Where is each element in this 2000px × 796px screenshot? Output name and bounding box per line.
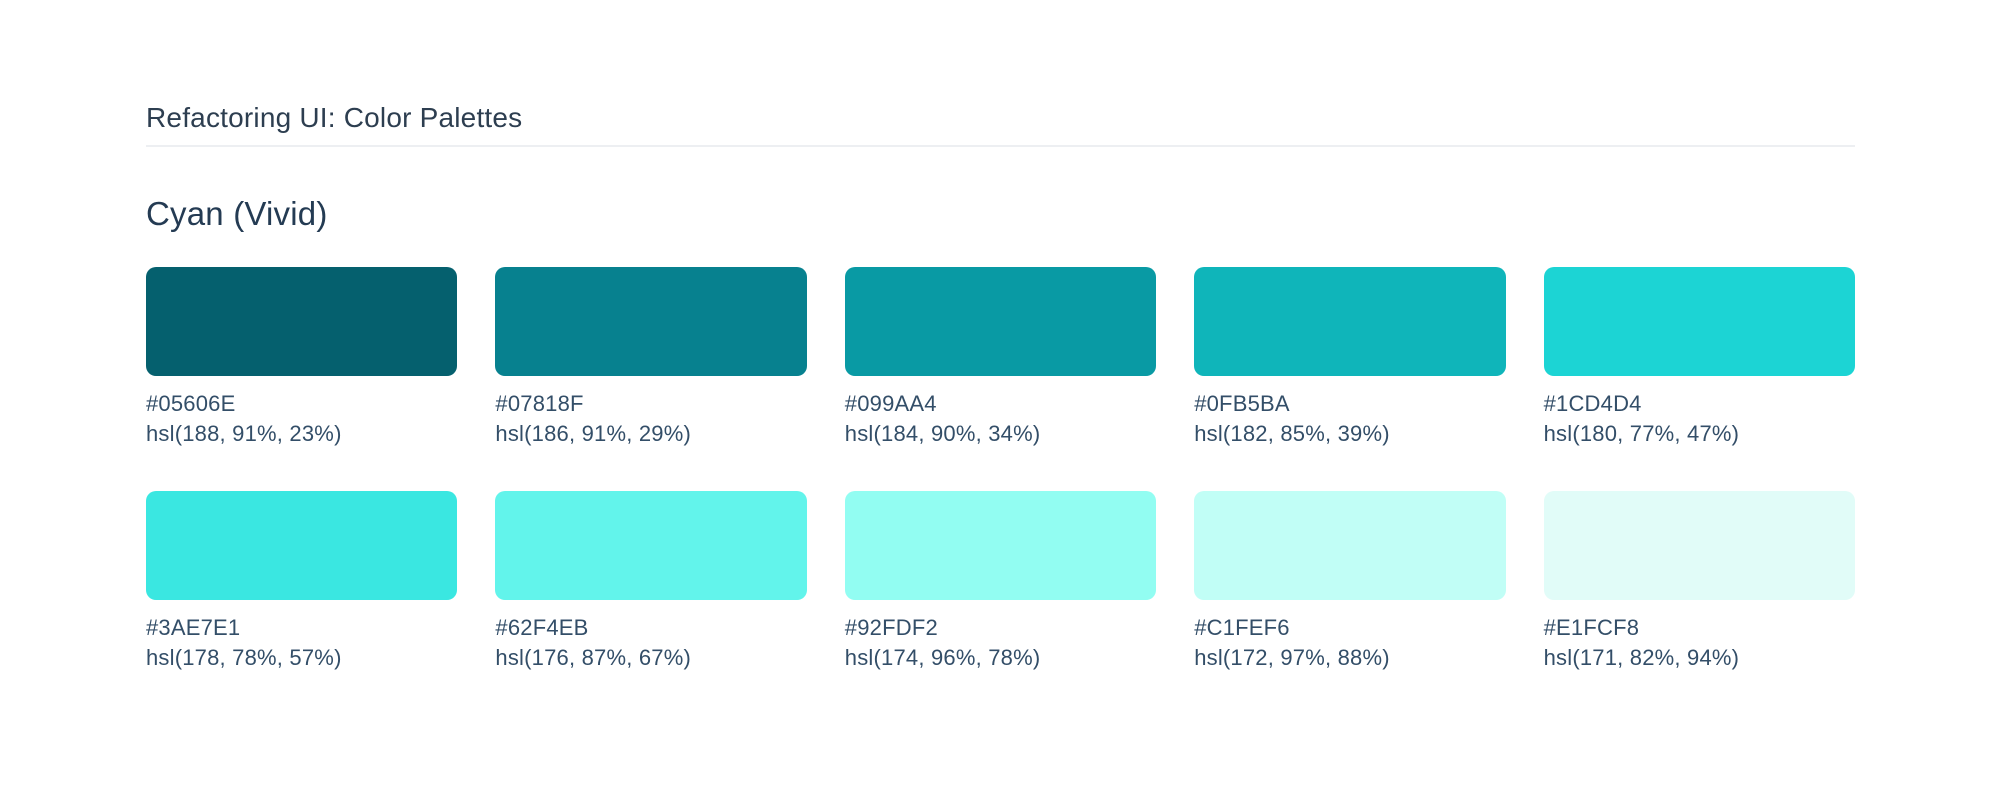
swatch-hex-label: #0FB5BA — [1194, 391, 1290, 416]
page-title: Refactoring UI: Color Palettes — [146, 102, 523, 133]
swatch-color — [495, 491, 807, 600]
swatch-caption: #05606E hsl(188, 91%, 23%) — [146, 389, 457, 449]
palette-title: Cyan (Vivid) — [146, 195, 328, 232]
swatch-caption: #C1FEF6 hsl(172, 97%, 88%) — [1194, 613, 1505, 673]
header-divider — [146, 145, 1855, 147]
swatch-color — [1543, 267, 1855, 376]
swatch-caption: #099AA4 hsl(184, 90%, 34%) — [845, 389, 1156, 449]
swatch-caption: #0FB5BA hsl(182, 85%, 39%) — [1194, 389, 1505, 449]
swatch-card: #62F4EB hsl(176, 87%, 67%) — [495, 491, 807, 673]
swatch-card: #099AA4 hsl(184, 90%, 34%) — [844, 267, 1157, 449]
swatch-color — [844, 267, 1157, 376]
swatch-hsl-label: hsl(176, 87%, 67%) — [495, 645, 691, 670]
swatch-hex-label: #E1FCF8 — [1543, 615, 1640, 640]
swatch-color — [146, 491, 458, 600]
swatch-grid: #05606E hsl(188, 91%, 23%) #07818F hsl(1… — [146, 267, 1855, 673]
swatch-color — [1194, 267, 1506, 376]
swatch-color — [1543, 491, 1855, 600]
swatch-caption: #92FDF2 hsl(174, 96%, 78%) — [845, 613, 1156, 673]
swatch-card: #0FB5BA hsl(182, 85%, 39%) — [1194, 267, 1506, 449]
swatch-color — [1194, 491, 1506, 600]
swatch-hex-label: #1CD4D4 — [1543, 391, 1642, 416]
swatch-hsl-label: hsl(178, 78%, 57%) — [146, 645, 342, 670]
swatch-hex-label: #62F4EB — [495, 615, 589, 640]
swatch-hex-label: #07818F — [495, 391, 584, 416]
swatch-caption: #3AE7E1 hsl(178, 78%, 57%) — [146, 613, 457, 673]
swatch-hsl-label: hsl(174, 96%, 78%) — [844, 645, 1041, 670]
swatch-hex-label: #099AA4 — [844, 391, 937, 416]
swatch-hex-label: #92FDF2 — [844, 615, 938, 640]
swatch-hex-label: #3AE7E1 — [146, 615, 241, 640]
swatch-caption: #07818F hsl(186, 91%, 29%) — [495, 389, 806, 449]
swatch-card: #1CD4D4 hsl(180, 77%, 47%) — [1543, 267, 1855, 449]
palette-section: Cyan (Vivid) #05606E hsl(188, 91%, 23%) … — [146, 193, 2000, 673]
page: Refactoring UI: Color Palettes Cyan (Viv… — [146, 101, 2000, 673]
swatch-hsl-label: hsl(180, 77%, 47%) — [1543, 421, 1740, 446]
swatch-caption: #E1FCF8 hsl(171, 82%, 94%) — [1544, 613, 1855, 673]
page-header: Refactoring UI: Color Palettes — [146, 101, 2000, 147]
swatch-card: #E1FCF8 hsl(171, 82%, 94%) — [1543, 491, 1855, 673]
swatch-card: #07818F hsl(186, 91%, 29%) — [495, 267, 807, 449]
swatch-color — [146, 267, 458, 376]
swatch-card: #C1FEF6 hsl(172, 97%, 88%) — [1194, 491, 1506, 673]
swatch-hsl-label: hsl(171, 82%, 94%) — [1543, 645, 1740, 670]
swatch-hex-label: #05606E — [146, 391, 236, 416]
swatch-card: #92FDF2 hsl(174, 96%, 78%) — [844, 491, 1157, 673]
swatch-hsl-label: hsl(182, 85%, 39%) — [1194, 421, 1390, 446]
swatch-hex-label: #C1FEF6 — [1194, 615, 1290, 640]
swatch-card: #05606E hsl(188, 91%, 23%) — [146, 267, 458, 449]
swatch-color — [495, 267, 807, 376]
swatch-hsl-label: hsl(172, 97%, 88%) — [1194, 645, 1390, 670]
swatch-hsl-label: hsl(186, 91%, 29%) — [495, 421, 691, 446]
swatch-hsl-label: hsl(184, 90%, 34%) — [844, 421, 1041, 446]
swatch-color — [844, 491, 1157, 600]
swatch-hsl-label: hsl(188, 91%, 23%) — [146, 421, 342, 446]
swatch-card: #3AE7E1 hsl(178, 78%, 57%) — [146, 491, 458, 673]
swatch-caption: #62F4EB hsl(176, 87%, 67%) — [495, 613, 806, 673]
swatch-caption: #1CD4D4 hsl(180, 77%, 47%) — [1544, 389, 1855, 449]
